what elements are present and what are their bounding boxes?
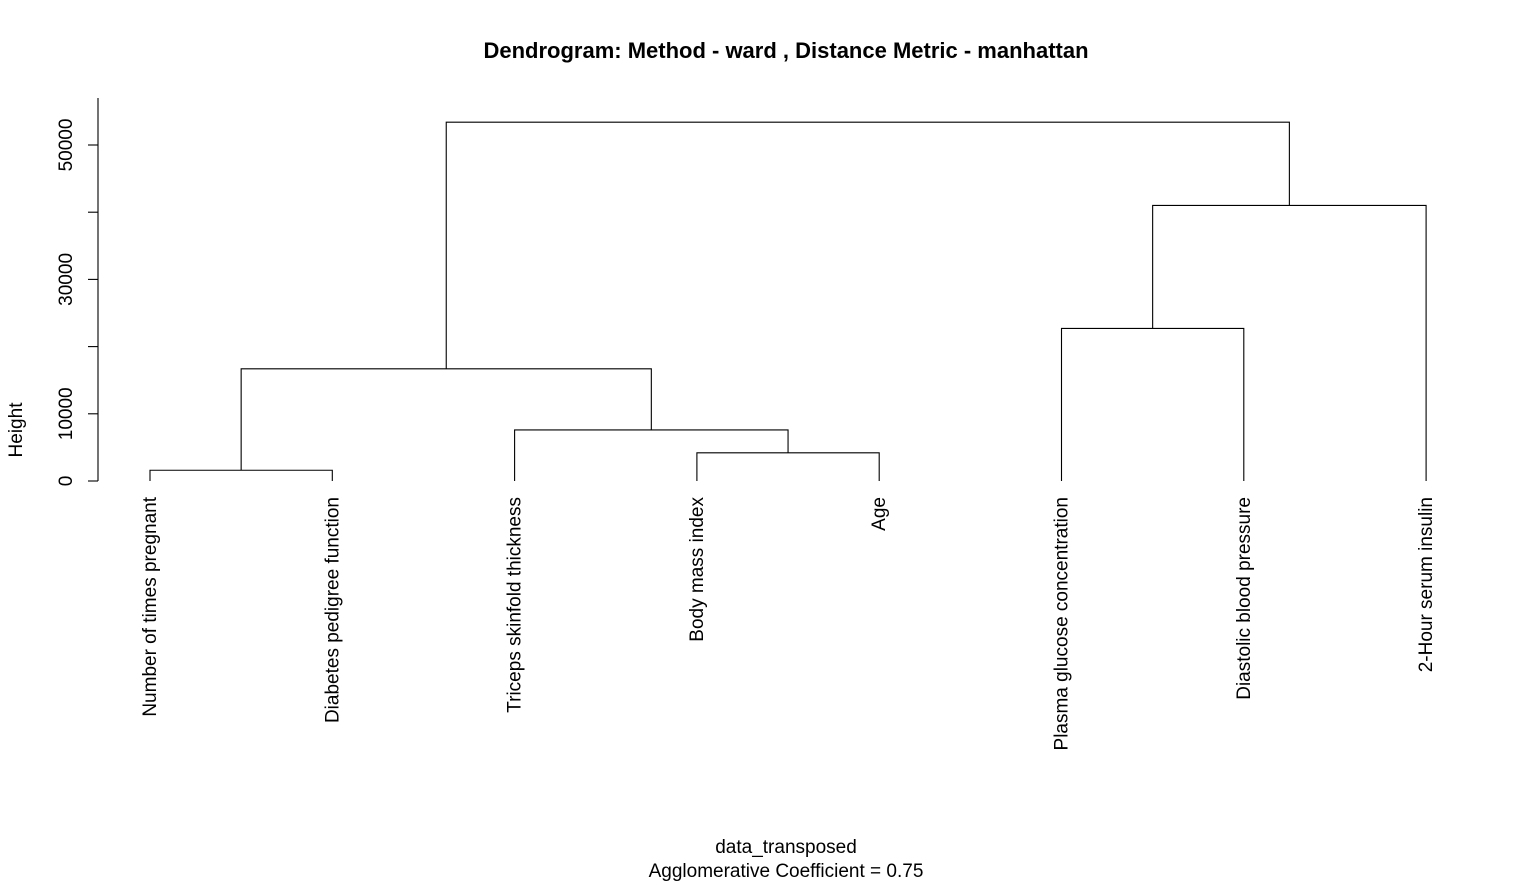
leaf-label: Age bbox=[869, 497, 890, 531]
dendrogram-merge bbox=[240, 368, 652, 471]
leaf-label: Body mass index bbox=[687, 497, 708, 642]
dendrogram-tree bbox=[149, 121, 1427, 481]
x-axis-label: data_transposed bbox=[715, 837, 857, 858]
y-tick-label: 50000 bbox=[56, 119, 77, 172]
y-axis-label: Height bbox=[6, 402, 27, 458]
dendrogram-merge bbox=[149, 469, 333, 481]
y-tick-label: 0 bbox=[56, 476, 77, 487]
y-tick-label: 30000 bbox=[56, 253, 77, 306]
dendrogram-merge bbox=[1152, 204, 1427, 481]
leaf-label: Number of times pregnant bbox=[140, 496, 161, 716]
leaf-labels: Number of times pregnant Diabetes pedigre… bbox=[140, 496, 1437, 750]
leaf-label: Plasma glucose concentration bbox=[1052, 497, 1073, 750]
leaf-label: Triceps skinfold thickness bbox=[505, 497, 526, 713]
dendrogram-merge bbox=[1060, 327, 1245, 481]
leaf-label: Diastolic blood pressure bbox=[1234, 497, 1255, 700]
dendrogram-merge bbox=[514, 429, 789, 481]
y-tick-label: 10000 bbox=[56, 387, 77, 440]
leaf-label: 2-Hour serum insulin bbox=[1416, 497, 1437, 672]
agglomerative-coefficient: Agglomerative Coefficient = 0.75 bbox=[649, 861, 924, 882]
y-axis: 0 10000 30000 50000 bbox=[56, 97, 99, 487]
chart-title: Dendrogram: Method - ward , Distance Met… bbox=[483, 38, 1088, 63]
leaf-label: Diabetes pedigree function bbox=[322, 497, 343, 723]
dendrogram-merge bbox=[696, 452, 880, 481]
dendrogram-merge bbox=[445, 121, 1290, 369]
